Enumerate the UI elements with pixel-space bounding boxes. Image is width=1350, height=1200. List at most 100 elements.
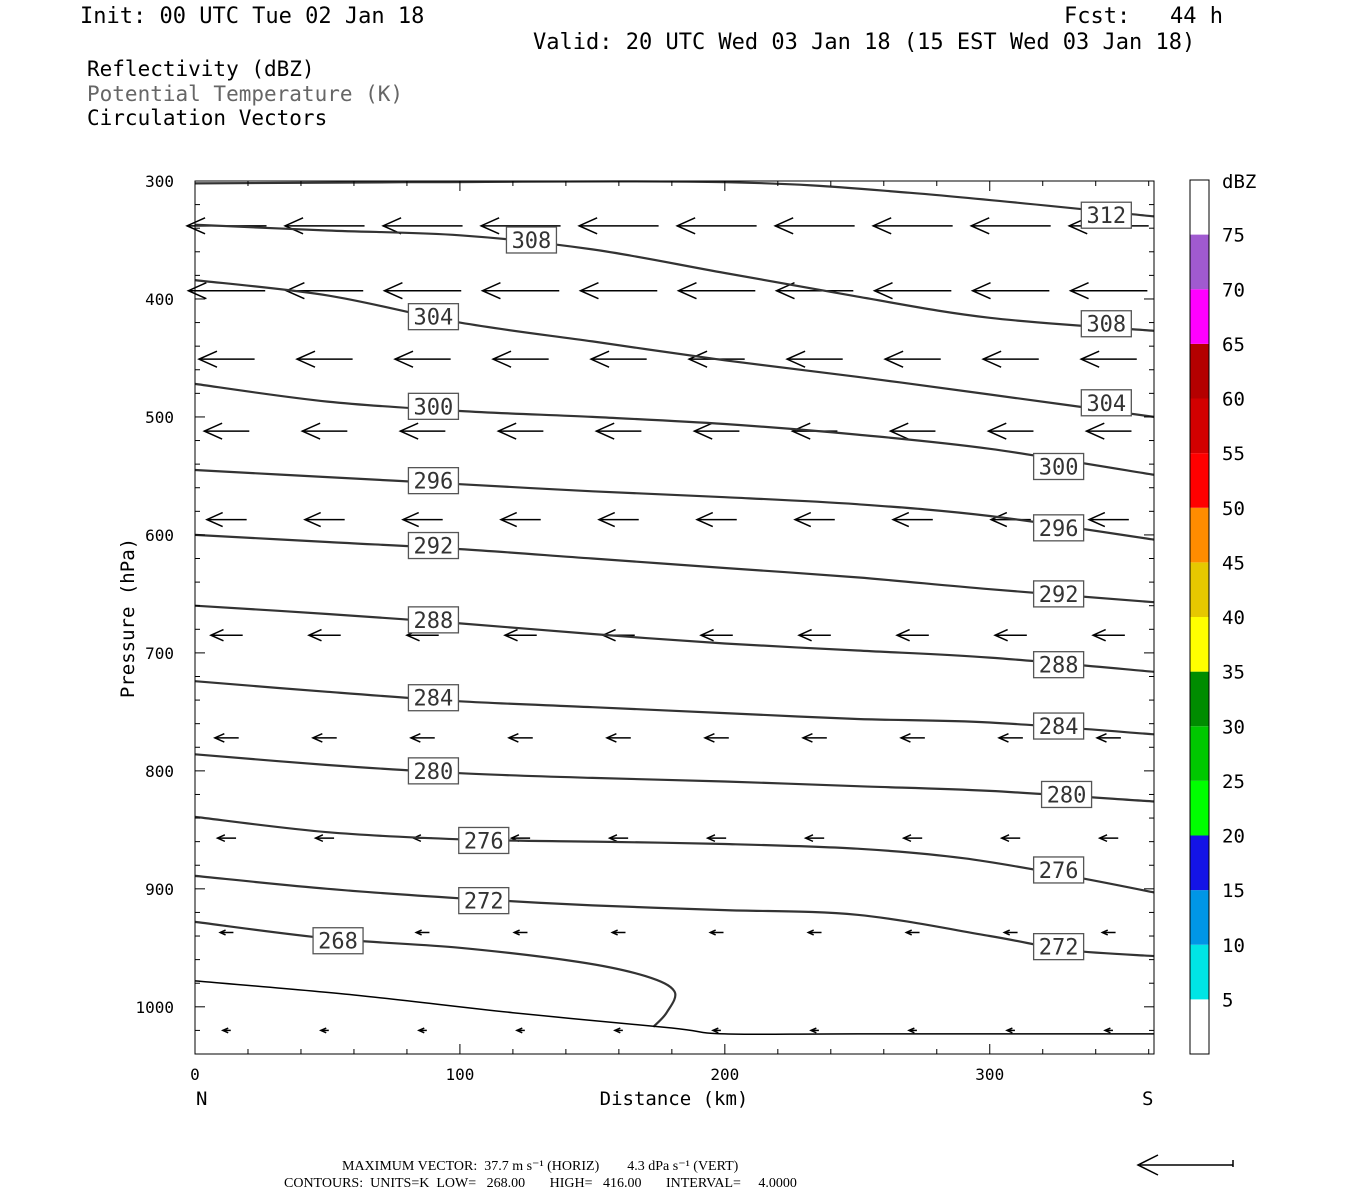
svg-text:312: 312 (1086, 204, 1126, 229)
colorbar-level-label: 25 (1222, 771, 1245, 793)
circulation-vector (480, 282, 560, 300)
svg-text:288: 288 (1039, 654, 1079, 679)
contour-line-304 (194, 279, 1155, 418)
circulation-vector (409, 732, 435, 743)
circulation-vector (202, 422, 250, 440)
circulation-vector (993, 628, 1027, 642)
colorbar-swatch (1190, 780, 1209, 836)
colorbar-level-label: 20 (1222, 826, 1245, 848)
circulation-vector (888, 422, 936, 440)
circulation-vector (1095, 732, 1121, 743)
circulation-vector (507, 732, 533, 743)
colorbar-level-label: 40 (1222, 607, 1245, 629)
circulation-vector (785, 350, 843, 368)
contour-label: 308 (505, 226, 558, 254)
contour-label: 280 (1040, 780, 1093, 808)
circulation-vector (607, 834, 629, 843)
circulation-vector (512, 929, 528, 936)
colorbar-swatch (1190, 453, 1209, 508)
circulation-vector (899, 732, 925, 743)
x-end-label-south: S (1142, 1088, 1153, 1110)
contour-label: 292 (1032, 580, 1085, 608)
colorbar-swatch (1190, 835, 1209, 891)
contour-label: 304 (1080, 389, 1132, 417)
circulation-vector (307, 628, 341, 642)
colorbar-swatch (1190, 234, 1209, 290)
x-tick-label: 300 (975, 1065, 1004, 1084)
circulation-vector (708, 929, 724, 936)
x-tick-label: 200 (710, 1065, 739, 1084)
svg-text:272: 272 (1039, 936, 1079, 961)
circulation-vector (676, 282, 756, 300)
circulation-vector (703, 732, 729, 743)
colorbar-level-label: 55 (1222, 443, 1245, 465)
circulation-vector (1079, 350, 1137, 368)
svg-text:296: 296 (1039, 517, 1079, 542)
y-tick-label: 400 (145, 290, 174, 309)
circulation-vector (695, 511, 737, 528)
circulation-vector (1005, 1027, 1015, 1034)
colorbar-swatch (1190, 890, 1209, 945)
circulation-vector (605, 732, 631, 743)
circulation-vector (981, 350, 1039, 368)
circulation-vector (891, 511, 933, 528)
colorbar-level-label: 5 (1222, 989, 1233, 1011)
colorbar: 5 10 15 20 25 30 35 40 45 50 55 60 65 70 75 (1189, 179, 1245, 1055)
contour-label: 272 (1032, 932, 1085, 961)
circulation-vector (381, 217, 463, 235)
footer-contours: CONTOURS: UNITS=K LOW= 268.00 HIGH= 416.… (284, 1176, 797, 1191)
circulation-vector (1103, 1027, 1113, 1034)
forecast-hour: Fcst: 44 h (1064, 4, 1223, 29)
init-time: Init: 00 UTC Tue 02 Jan 18 (80, 4, 425, 29)
svg-text:276: 276 (464, 829, 504, 854)
circulation-vector (969, 217, 1051, 235)
contour-label: 296 (407, 467, 460, 495)
contour-line-300 (194, 382, 1155, 476)
circulation-vector (496, 422, 544, 440)
contour-label: 300 (1032, 452, 1085, 480)
axes-layer: 300 400 500 600 700 800 900 1000 0 100 200 300 (135, 172, 1154, 1084)
contour-label: 272 (458, 886, 510, 915)
y-tick-label: 700 (145, 644, 174, 663)
circulation-vector (705, 834, 727, 843)
contours-layer: 268 272 272 276 276 280 280 284 284 288 288 292 292 2… (194, 180, 1155, 1036)
y-tick-label: 300 (145, 172, 174, 191)
colorbar-swatch (1190, 944, 1209, 1000)
circulation-vector (398, 422, 446, 440)
colorbar-level-label: 75 (1222, 225, 1245, 247)
circulation-vector (205, 511, 247, 528)
circulation-vector (578, 282, 658, 300)
svg-text:268: 268 (318, 930, 358, 955)
contour-line-268 (194, 920, 677, 1028)
circulation-vector (907, 1027, 917, 1034)
contour-label: 292 (407, 531, 460, 560)
contour-label: 288 (1032, 651, 1085, 679)
circulation-vector (589, 350, 647, 368)
circulation-vector (699, 628, 733, 642)
x-tick-label: 0 (190, 1065, 200, 1084)
svg-text:292: 292 (1039, 583, 1079, 608)
circulation-vector (872, 282, 952, 300)
y-tick-label: 1000 (135, 998, 174, 1017)
circulation-vector (499, 511, 541, 528)
circulation-vector (300, 422, 348, 440)
colorbar-swatch (1190, 726, 1209, 781)
circulation-vector (303, 511, 345, 528)
colorbar-level-label: 15 (1222, 880, 1245, 902)
circulation-vector (213, 732, 239, 743)
contour-line-296 (194, 468, 1155, 541)
circulation-vector (809, 1027, 819, 1034)
contour-line-280 (194, 753, 1155, 803)
colorbar-level-label: 35 (1222, 662, 1245, 684)
contour-line-272 (194, 874, 1155, 958)
circulation-vector (999, 834, 1021, 843)
circulation-vector (414, 929, 430, 936)
contour-label: 284 (1032, 712, 1085, 740)
terrain-line (194, 980, 1154, 1036)
colorbar-swatch (1190, 398, 1209, 454)
colorbar-title: dBZ (1222, 171, 1256, 193)
plot-frame (194, 180, 1155, 1055)
circulation-vector (515, 1027, 525, 1034)
svg-text:304: 304 (414, 306, 454, 331)
svg-text:276: 276 (1039, 859, 1079, 884)
